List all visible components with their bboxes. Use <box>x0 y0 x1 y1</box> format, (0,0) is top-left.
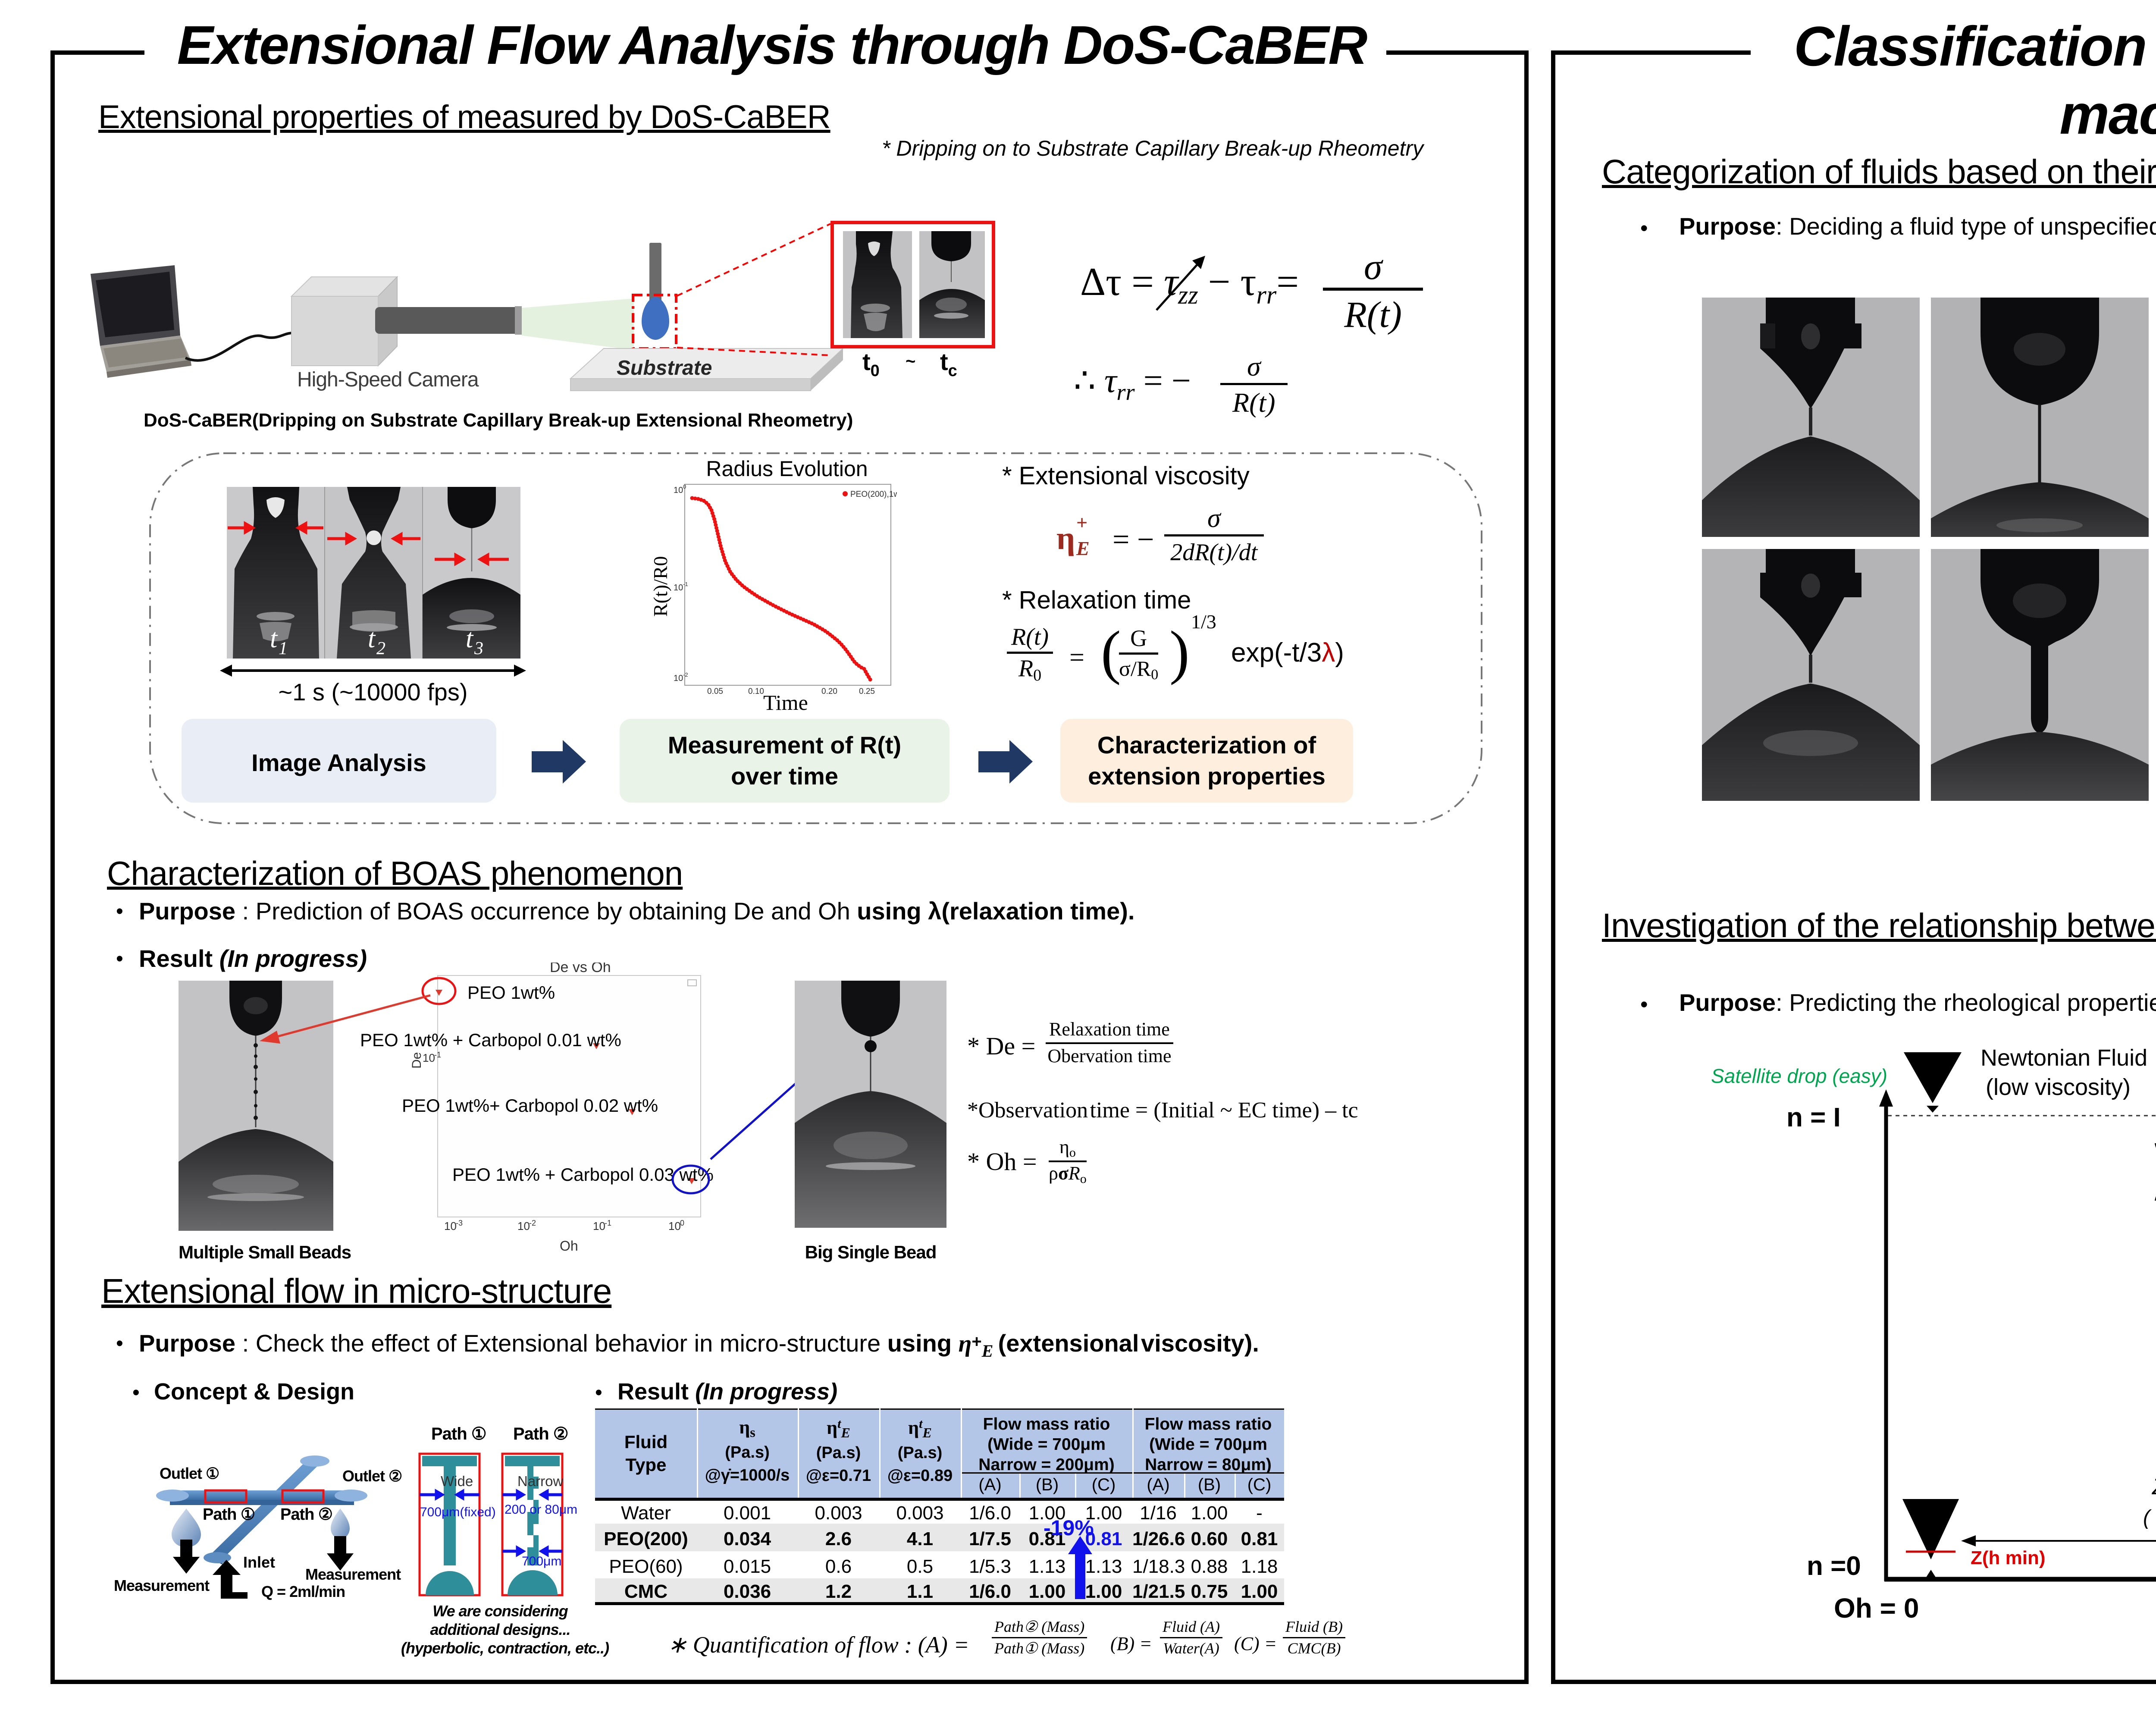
svg-text:-1: -1 <box>434 1051 441 1059</box>
svg-text:t: t <box>270 624 278 653</box>
svg-text:-1: -1 <box>605 1219 611 1227</box>
svg-text:10: 10 <box>674 674 683 683</box>
svg-text:3: 3 <box>474 639 483 659</box>
svg-text:-2: -2 <box>683 671 688 678</box>
svg-text:PEO 1wt% + Carbopol 0.03 wt%: PEO 1wt% + Carbopol 0.03 wt% <box>452 1164 714 1185</box>
svg-text:1: 1 <box>279 639 288 659</box>
svg-text:PEO 1wt%: PEO 1wt% <box>467 982 555 1003</box>
svg-text:0.05: 0.05 <box>707 687 723 696</box>
svg-text:0.10: 0.10 <box>748 687 764 696</box>
svg-text:10: 10 <box>517 1220 530 1233</box>
svg-text:PEO 1wt% + Carbopol 0.01 wt%: PEO 1wt% + Carbopol 0.01 wt% <box>360 1030 621 1050</box>
svg-text:10: 10 <box>423 1051 435 1064</box>
svg-text:10: 10 <box>593 1220 605 1233</box>
svg-text:De vs Oh: De vs Oh <box>550 963 611 975</box>
svg-text:De: De <box>410 1052 424 1069</box>
svg-text:t: t <box>466 624 474 653</box>
svg-text:0.20: 0.20 <box>821 687 837 696</box>
svg-text:10: 10 <box>674 486 683 495</box>
svg-text:0: 0 <box>683 483 686 490</box>
svg-text:PEO 1wt%+ Carbopol 0.02 wt%: PEO 1wt%+ Carbopol 0.02 wt% <box>402 1095 658 1116</box>
svg-text:-3: -3 <box>456 1219 463 1227</box>
svg-text:t: t <box>368 624 376 653</box>
svg-text:10: 10 <box>674 583 683 593</box>
svg-text:10: 10 <box>668 1220 681 1233</box>
svg-text:-2: -2 <box>529 1219 536 1227</box>
svg-text:0.25: 0.25 <box>859 687 875 696</box>
svg-text:0: 0 <box>680 1219 684 1227</box>
svg-text:PEO(200),1wt%: PEO(200),1wt% <box>850 490 897 499</box>
svg-text:2: 2 <box>376 639 385 659</box>
svg-text:10: 10 <box>444 1220 457 1233</box>
svg-text:-1: -1 <box>683 581 688 587</box>
svg-text:Oh: Oh <box>560 1238 578 1254</box>
